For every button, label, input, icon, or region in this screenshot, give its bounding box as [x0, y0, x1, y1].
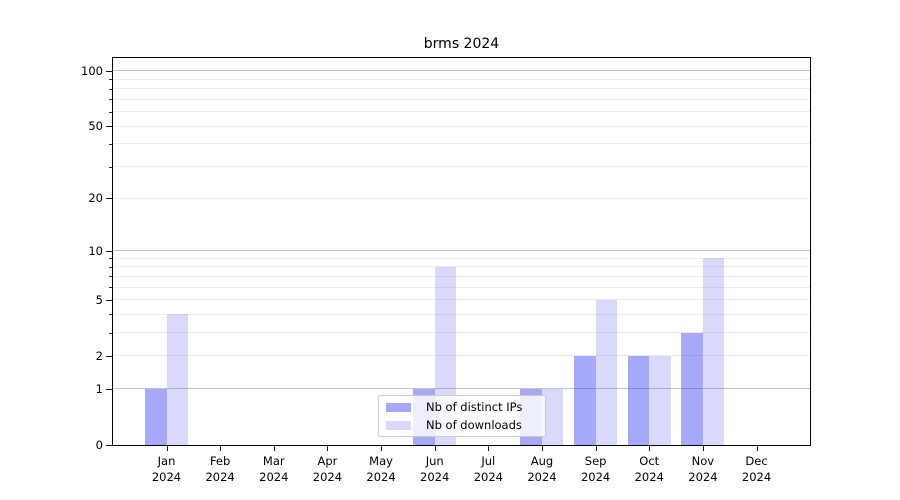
y-tick-100: [106, 70, 112, 72]
y-minor-tick-80: [109, 88, 112, 90]
gridline-minor-6: [113, 286, 810, 288]
x-tick-aug: [541, 446, 543, 451]
y-minor-tick-4: [109, 314, 112, 316]
gridline-minor-20: [113, 197, 810, 199]
y-tick-50: [106, 126, 112, 128]
legend-row-downloads: Nb of downloads: [386, 418, 538, 432]
gridline-minor-30: [113, 166, 810, 167]
bar-ips-jan: [145, 388, 167, 445]
y-minor-tick-60: [109, 111, 112, 113]
x-tick-jul: [488, 446, 490, 451]
y-tick-10: [106, 250, 112, 252]
y-tick-label-2: 2: [95, 348, 103, 363]
y-minor-tick-30: [109, 166, 112, 168]
y-tick-label-5: 5: [95, 292, 103, 307]
gridline-minor-60: [113, 111, 810, 113]
x-tick-mar: [273, 446, 275, 451]
x-tick-label-mar: Mar 2024: [259, 454, 289, 485]
x-tick-apr: [327, 446, 329, 451]
y-tick-20: [106, 198, 112, 200]
bar-ips-oct: [627, 355, 650, 445]
y-tick-label-100: 100: [81, 63, 103, 78]
x-tick-may: [381, 446, 383, 451]
y-tick-5: [106, 299, 112, 301]
y-minor-tick-3: [109, 332, 112, 334]
gridline-major-100: [113, 70, 810, 72]
gridline-minor-40: [113, 143, 810, 145]
bar-downloads-aug: [541, 388, 564, 445]
gridline-minor-80: [113, 88, 810, 90]
y-minor-tick-70: [109, 99, 112, 101]
x-tick-sep: [595, 446, 597, 451]
gridline-minor-2: [113, 355, 810, 357]
y-tick-label-0: 0: [95, 438, 103, 452]
x-tick-label-may: May 2024: [366, 454, 396, 485]
gridline-minor-70: [113, 98, 810, 100]
gridline-minor-9: [113, 257, 810, 259]
bar-downloads-sep: [595, 299, 618, 445]
y-minor-tick-40: [109, 143, 112, 145]
y-tick-0: [106, 445, 112, 446]
gridline-minor-7: [113, 275, 810, 277]
y-minor-tick-9: [109, 258, 112, 260]
x-tick-nov: [702, 446, 704, 451]
gridline-major-1: [113, 388, 810, 390]
legend-row-distinct-ips: Nb of distinct IPs: [386, 400, 538, 414]
gridline-major-10: [113, 250, 810, 252]
legend-swatch-downloads: [386, 420, 411, 430]
y-minor-tick-6: [109, 287, 112, 289]
y-minor-tick-8: [109, 266, 112, 268]
x-tick-label-apr: Apr 2024: [312, 454, 343, 485]
x-tick-label-jul: Jul 2024: [473, 454, 503, 485]
y-minor-tick-7: [109, 276, 112, 278]
legend-label-downloads: Nb of downloads: [426, 418, 522, 432]
x-tick-jun: [434, 446, 436, 451]
x-tick-dec: [756, 446, 758, 451]
chart-title: brms 2024: [423, 36, 500, 52]
gridline-minor-4: [113, 313, 810, 315]
x-tick-label-nov: Nov 2024: [688, 454, 718, 485]
x-tick-oct: [649, 446, 651, 451]
x-tick-label-feb: Feb 2024: [205, 454, 235, 485]
plot-area: [112, 57, 811, 446]
y-tick-label-10: 10: [88, 243, 103, 258]
gridline-minor-50: [113, 125, 810, 127]
bar-downloads-jan: [166, 314, 188, 445]
x-tick-label-jan: Jan 2024: [151, 454, 182, 485]
x-tick-label-sep: Sep 2024: [580, 454, 611, 485]
x-tick-feb: [220, 446, 222, 451]
y-tick-label-1: 1: [95, 381, 103, 396]
y-minor-tick-90: [109, 79, 112, 81]
x-tick-label-oct: Oct 2024: [634, 454, 664, 485]
x-tick-label-dec: Dec 2024: [741, 454, 772, 485]
gridline-minor-3: [113, 332, 810, 334]
legend-label-distinct-ips: Nb of distinct IPs: [426, 400, 523, 414]
x-tick-label-jun: Jun 2024: [420, 454, 450, 485]
bar-ips-sep: [574, 355, 596, 445]
bar-downloads-nov: [702, 258, 725, 445]
y-tick-label-50: 50: [88, 119, 103, 134]
legend: Nb of distinct IPs Nb of downloads: [378, 395, 546, 437]
y-tick-2: [106, 355, 112, 357]
legend-swatch-distinct-ips: [386, 402, 411, 412]
x-tick-label-aug: Aug 2024: [527, 454, 557, 485]
gridline-minor-5: [113, 299, 810, 301]
gridline-minor-90: [113, 78, 810, 80]
bar-ips-nov: [681, 332, 703, 445]
y-tick-1: [106, 388, 112, 390]
x-tick-jan: [166, 446, 168, 451]
bar-downloads-oct: [649, 355, 671, 445]
y-tick-label-20: 20: [88, 191, 103, 206]
gridline-minor-8: [113, 266, 810, 268]
